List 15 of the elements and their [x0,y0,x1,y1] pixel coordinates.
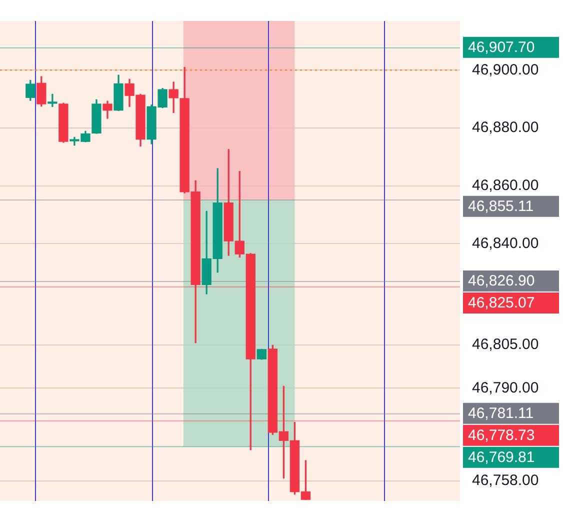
y-tick-label: 46,880.00 [472,119,539,136]
y-tick-label: 46,840.00 [472,234,539,252]
y-tick-label: 46,900.00 [472,61,539,78]
y-tick-label: 46,860.00 [472,176,539,194]
y-tick-label: 46,790.00 [472,379,539,396]
ref-line-label: 46,778.73 [468,427,535,444]
ref-line-label: 46,855.11 [468,198,534,215]
ref-line-label: 46,781.11 [468,405,534,422]
y-tick-label: 46,805.00 [472,336,539,353]
ref-line-label: 46,825.07 [468,294,535,312]
ref-line-label: 46,826.90 [468,272,535,290]
y-tick-label: 46,758.00 [472,472,539,489]
ref-line-label: 46,907.70 [468,39,535,56]
candlestick [48,94,58,107]
ref-line-label: 46,769.81 [468,449,535,466]
